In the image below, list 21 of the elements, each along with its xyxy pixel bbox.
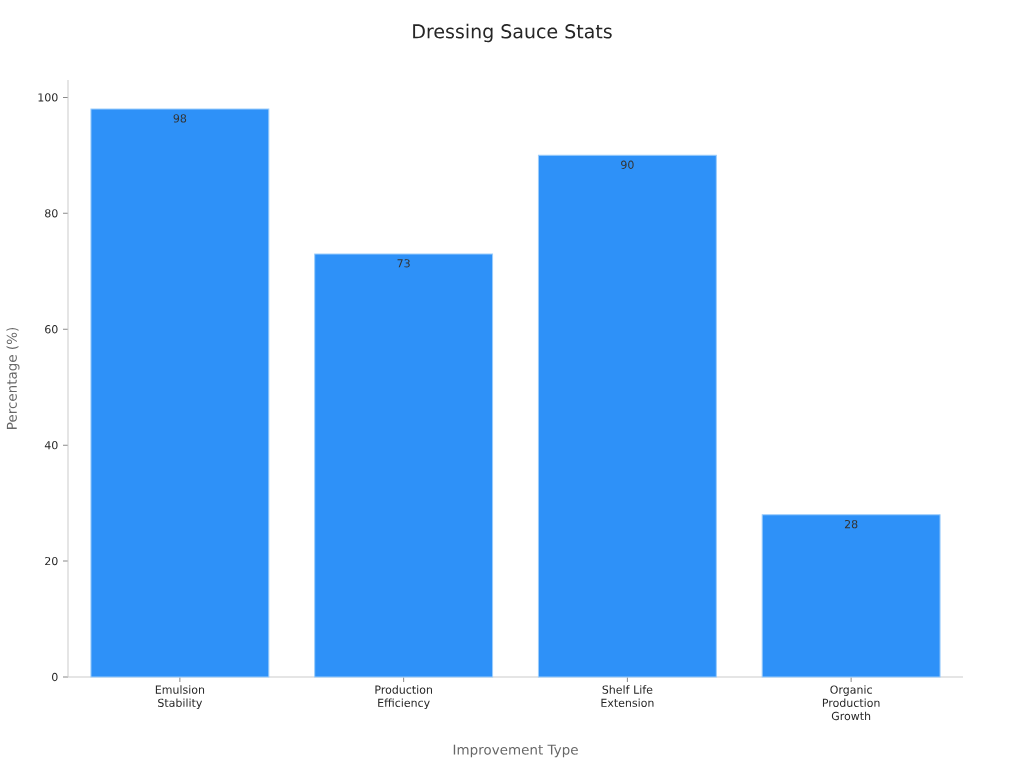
y-tick-label: 0 <box>52 672 58 682</box>
y-axis-title: Percentage (%) <box>6 327 20 429</box>
bar <box>314 253 494 678</box>
x-tick-label: Production Efficiency <box>375 685 432 710</box>
data-label: 90 <box>621 160 634 169</box>
chart-title: Dressing Sauce Stats <box>413 23 612 43</box>
y-tick-label: 60 <box>45 325 58 334</box>
bar <box>761 514 941 678</box>
x-tick-label: Organic Production Growth <box>822 685 880 721</box>
x-axis-title: Improvement Type <box>453 744 578 758</box>
y-tick-label: 20 <box>45 556 58 566</box>
x-tick-label: Emulsion Stability <box>155 685 205 710</box>
bar <box>537 154 717 678</box>
data-label: 98 <box>173 114 187 123</box>
x-tick-label: Shelf Life Extension <box>601 685 654 707</box>
data-label: 73 <box>397 259 410 268</box>
y-tick-label: 40 <box>44 441 58 450</box>
y-tick-label: 80 <box>45 209 58 218</box>
bar <box>90 108 270 678</box>
data-label: 28 <box>844 519 858 529</box>
y-tick-label: 100 <box>38 93 58 102</box>
